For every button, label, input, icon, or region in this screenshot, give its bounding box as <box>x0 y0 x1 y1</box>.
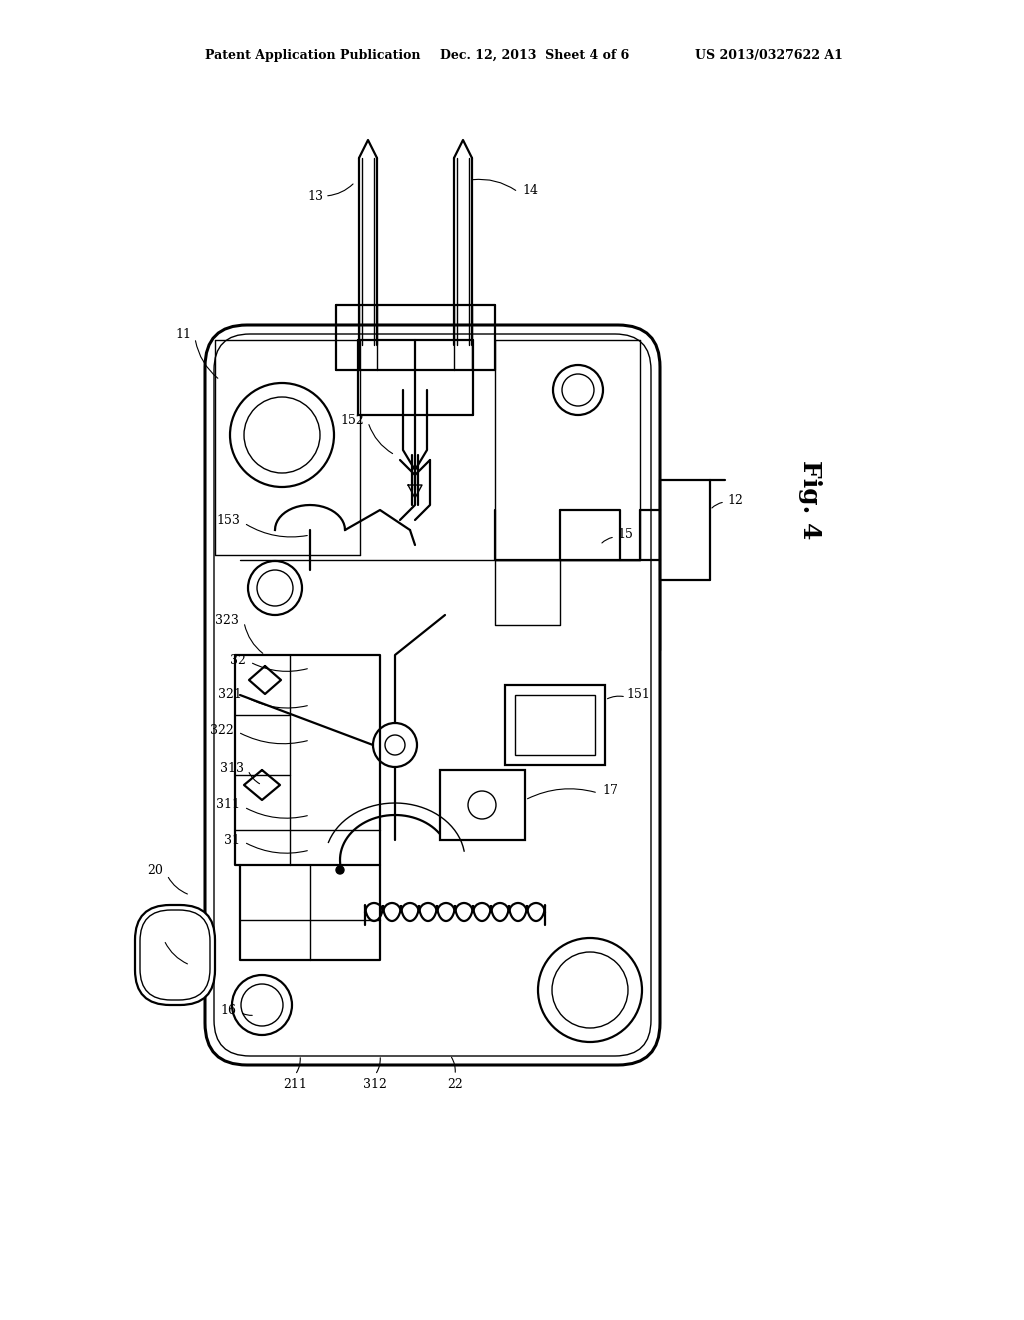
Text: 17: 17 <box>602 784 617 796</box>
Text: 152: 152 <box>340 413 364 426</box>
Circle shape <box>336 866 344 874</box>
Text: 211: 211 <box>283 1078 307 1092</box>
Text: 14: 14 <box>522 183 538 197</box>
FancyBboxPatch shape <box>205 325 660 1065</box>
Bar <box>515 696 595 755</box>
Text: 312: 312 <box>364 1078 387 1092</box>
Text: Patent Application Publication: Patent Application Publication <box>205 49 421 62</box>
Text: 11: 11 <box>175 329 191 342</box>
Text: 20: 20 <box>147 863 163 876</box>
Bar <box>440 770 525 840</box>
Text: Fig. 4: Fig. 4 <box>798 461 822 540</box>
Text: US 2013/0327622 A1: US 2013/0327622 A1 <box>695 49 843 62</box>
Text: 12: 12 <box>727 494 743 507</box>
FancyBboxPatch shape <box>135 906 215 1005</box>
Text: 32: 32 <box>230 653 246 667</box>
Text: 21: 21 <box>144 928 160 941</box>
Text: 31: 31 <box>224 833 240 846</box>
Text: 15: 15 <box>617 528 633 541</box>
Text: 151: 151 <box>626 689 650 701</box>
Text: 311: 311 <box>216 799 240 812</box>
Text: 153: 153 <box>216 513 240 527</box>
Text: 322: 322 <box>210 723 233 737</box>
Text: 321: 321 <box>218 689 242 701</box>
Text: 22: 22 <box>447 1078 463 1092</box>
Text: 323: 323 <box>215 614 239 627</box>
Text: 13: 13 <box>307 190 323 202</box>
Text: Dec. 12, 2013  Sheet 4 of 6: Dec. 12, 2013 Sheet 4 of 6 <box>440 49 630 62</box>
Bar <box>505 685 605 766</box>
Text: 16: 16 <box>220 1003 236 1016</box>
Text: 313: 313 <box>220 762 244 775</box>
